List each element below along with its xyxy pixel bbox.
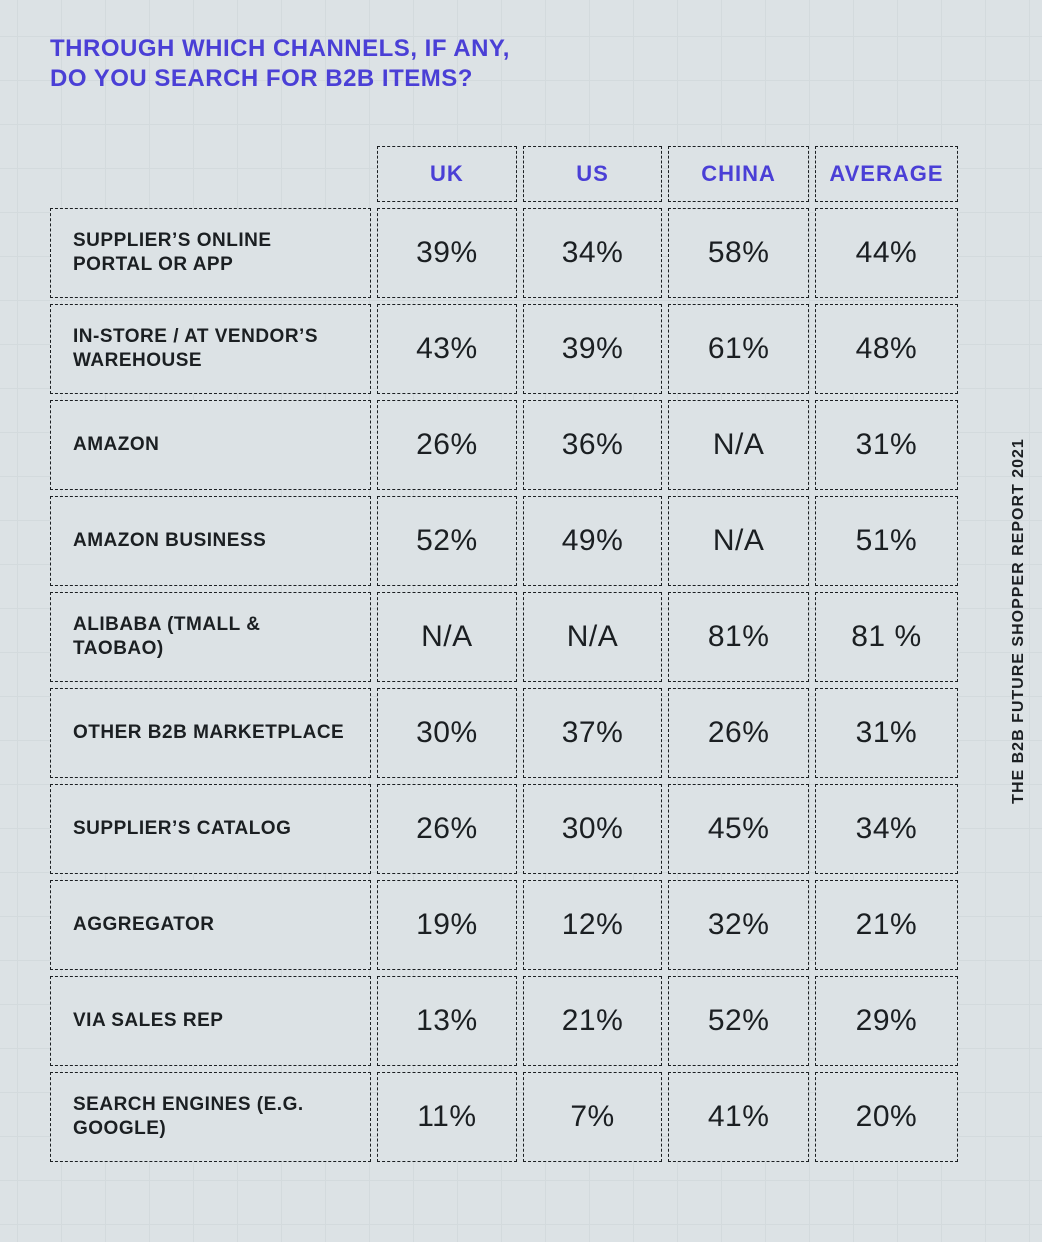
table-row: IN-STORE / AT VENDOR’S WAREHOUSE43%39%61… [50,304,958,394]
table-body: SUPPLIER’S ONLINE PORTAL OR APP39%34%58%… [50,208,958,1162]
cell-value: 29% [815,976,958,1066]
cell-value: 21% [815,880,958,970]
cell-value: N/A [668,496,809,586]
table-row: AGGREGATOR19%12%32%21% [50,880,958,970]
cell-value: 52% [668,976,809,1066]
cell-value: 41% [668,1072,809,1162]
cell-value: N/A [377,592,517,682]
table-row: AMAZON26%36%N/A31% [50,400,958,490]
cell-value: 81 % [815,592,958,682]
cell-value: 21% [523,976,663,1066]
table-row: OTHER B2B MARKETPLACE30%37%26%31% [50,688,958,778]
col-header-uk: UK [377,146,517,202]
page-title: THROUGH WHICH CHANNELS, IF ANY, DO YOU S… [50,34,510,94]
cell-value: 20% [815,1072,958,1162]
col-header-us: US [523,146,663,202]
table-row: AMAZON BUSINESS52%49%N/A51% [50,496,958,586]
cell-value: 26% [668,688,809,778]
cell-value: 12% [523,880,663,970]
cell-value: 26% [377,784,517,874]
cell-value: 31% [815,688,958,778]
cell-value: 7% [523,1072,663,1162]
cell-value: 44% [815,208,958,298]
cell-value: 58% [668,208,809,298]
table-row: SUPPLIER’S CATALOG26%30%45%34% [50,784,958,874]
title-line-2: DO YOU SEARCH FOR B2B ITEMS? [50,65,473,92]
row-label: OTHER B2B MARKETPLACE [50,688,371,778]
row-label: SEARCH ENGINES (E.G. GOOGLE) [50,1072,371,1162]
row-label: AMAZON [50,400,371,490]
report-source-label: THE B2B FUTURE SHOPPER REPORT 2021 [1010,438,1028,804]
cell-value: 34% [815,784,958,874]
cell-value: 45% [668,784,809,874]
cell-value: 31% [815,400,958,490]
cell-value: 37% [523,688,663,778]
cell-value: 48% [815,304,958,394]
cell-value: 49% [523,496,663,586]
row-label: AMAZON BUSINESS [50,496,371,586]
cell-value: 61% [668,304,809,394]
data-table-container: UK US CHINA AVERAGE SUPPLIER’S ONLINE PO… [44,140,964,1168]
table-row: ALIBABA (TMALL & TAOBAO)N/AN/A81%81 % [50,592,958,682]
row-label: IN-STORE / AT VENDOR’S WAREHOUSE [50,304,371,394]
title-line-1: THROUGH WHICH CHANNELS, IF ANY, [50,35,510,62]
cell-value: 34% [523,208,663,298]
cell-value: 81% [668,592,809,682]
cell-value: 36% [523,400,663,490]
table-row: SEARCH ENGINES (E.G. GOOGLE)11%7%41%20% [50,1072,958,1162]
cell-value: 32% [668,880,809,970]
col-header-china: CHINA [668,146,809,202]
table-header-row: UK US CHINA AVERAGE [50,146,958,202]
table-row: SUPPLIER’S ONLINE PORTAL OR APP39%34%58%… [50,208,958,298]
cell-value: 19% [377,880,517,970]
header-blank-cell [50,146,371,202]
row-label: ALIBABA (TMALL & TAOBAO) [50,592,371,682]
cell-value: 30% [377,688,517,778]
channels-table: UK US CHINA AVERAGE SUPPLIER’S ONLINE PO… [44,140,964,1168]
row-label: AGGREGATOR [50,880,371,970]
cell-value: 39% [377,208,517,298]
cell-value: 30% [523,784,663,874]
cell-value: N/A [523,592,663,682]
cell-value: 43% [377,304,517,394]
row-label: SUPPLIER’S CATALOG [50,784,371,874]
row-label: VIA SALES REP [50,976,371,1066]
cell-value: 26% [377,400,517,490]
cell-value: 13% [377,976,517,1066]
cell-value: 52% [377,496,517,586]
col-header-average: AVERAGE [815,146,958,202]
cell-value: 11% [377,1072,517,1162]
row-label: SUPPLIER’S ONLINE PORTAL OR APP [50,208,371,298]
table-row: VIA SALES REP13%21%52%29% [50,976,958,1066]
cell-value: 51% [815,496,958,586]
cell-value: N/A [668,400,809,490]
cell-value: 39% [523,304,663,394]
